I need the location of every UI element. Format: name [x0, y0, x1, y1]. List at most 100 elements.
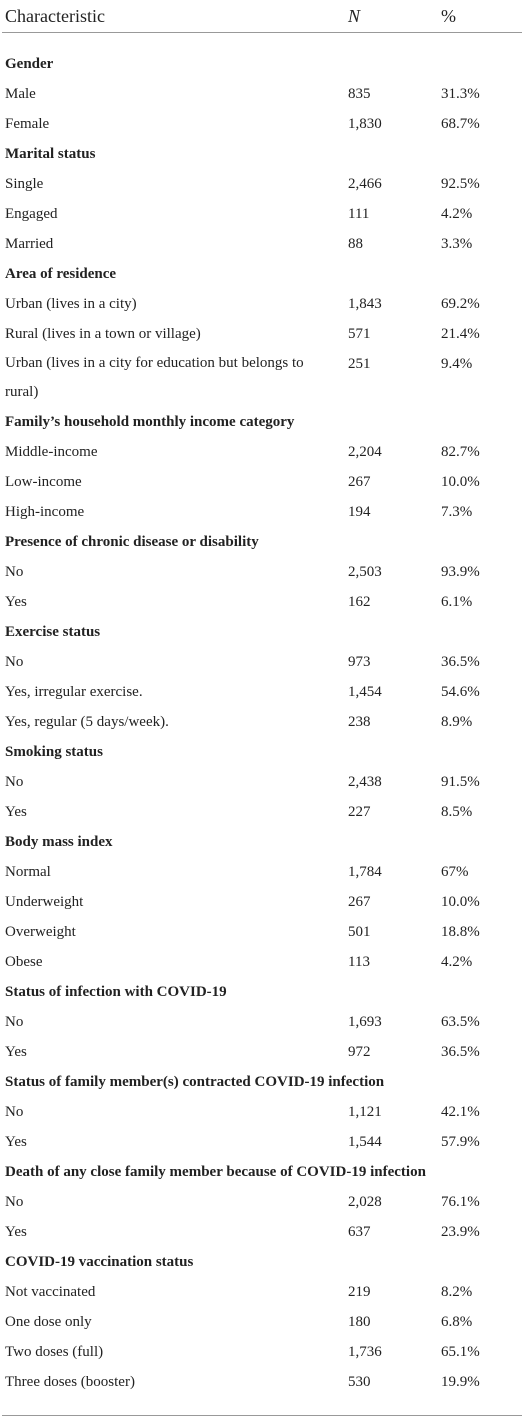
row-label: Low-income: [5, 474, 82, 490]
row-label: Obese: [5, 954, 43, 970]
group-row: Presence of chronic disease or disabilit…: [2, 527, 522, 557]
data-row: Not vaccinated 219 8.2%: [2, 1277, 522, 1307]
percent-cell: 63.5%: [441, 1014, 480, 1030]
percent-cell: 68.7%: [441, 116, 480, 132]
group-label: Presence of chronic disease or disabilit…: [5, 534, 259, 550]
group-label: Body mass index: [5, 834, 113, 850]
count-cell: 219: [348, 1284, 371, 1300]
percent-cell: 8.5%: [441, 804, 473, 820]
data-row: Two doses (full) 1,736 65.1%: [2, 1337, 522, 1367]
data-row: No 2,503 93.9%: [2, 557, 522, 587]
data-row: Yes 637 23.9%: [2, 1217, 522, 1247]
row-label: Overweight: [5, 924, 76, 940]
count-cell: 637: [348, 1224, 371, 1240]
row-label: Three doses (booster): [5, 1374, 135, 1390]
group-label: Smoking status: [5, 744, 103, 760]
row-label: Married: [5, 236, 54, 252]
row-label: Yes, irregular exercise.: [5, 684, 143, 700]
percent-cell: 76.1%: [441, 1194, 480, 1210]
row-label: Single: [5, 176, 44, 192]
percent-cell: 67%: [441, 864, 469, 880]
count-cell: 88: [348, 236, 363, 252]
group-label: Family’s household monthly income catego…: [5, 414, 295, 430]
count-cell: 267: [348, 474, 371, 490]
data-row: Urban (lives in a city) 1,843 69.2%: [2, 289, 522, 319]
group-label: Exercise status: [5, 624, 101, 640]
count-cell: 1,736: [348, 1344, 382, 1360]
percent-cell: 21.4%: [441, 326, 480, 342]
count-cell: 180: [348, 1314, 371, 1330]
group-label: Gender: [5, 56, 54, 72]
data-row: Yes 227 8.5%: [2, 797, 522, 827]
percent-cell: 69.2%: [441, 296, 480, 312]
group-row: Family’s household monthly income catego…: [2, 407, 522, 437]
header-row: Characteristic N %: [2, 0, 522, 33]
row-label: Two doses (full): [5, 1344, 104, 1360]
percent-cell: 4.2%: [441, 206, 473, 222]
row-label: High-income: [5, 504, 85, 520]
percent-cell: 8.2%: [441, 1284, 473, 1300]
percent-cell: 92.5%: [441, 176, 480, 192]
count-cell: 1,121: [348, 1104, 382, 1120]
row-label: No: [5, 774, 24, 790]
table-end: [2, 1397, 522, 1416]
data-row: Three doses (booster) 530 19.9%: [2, 1367, 522, 1397]
group-label: Status of infection with COVID-19: [5, 984, 227, 1000]
count-cell: 501: [348, 924, 371, 940]
percent-cell: 54.6%: [441, 684, 480, 700]
count-cell: 2,204: [348, 444, 382, 460]
group-label: Death of any close family member because…: [5, 1164, 426, 1180]
row-label: Rural (lives in a town or village): [5, 326, 201, 342]
data-row: Low-income 267 10.0%: [2, 467, 522, 497]
data-row: No 1,121 42.1%: [2, 1097, 522, 1127]
data-row: Male 835 31.3%: [2, 79, 522, 109]
row-label: Not vaccinated: [5, 1284, 96, 1300]
data-row: High-income 194 7.3%: [2, 497, 522, 527]
count-cell: 194: [348, 504, 371, 520]
count-cell: 1,544: [348, 1134, 382, 1150]
row-label: No: [5, 564, 24, 580]
group-row: Status of infection with COVID-19: [2, 977, 522, 1007]
percent-cell: 7.3%: [441, 504, 473, 520]
row-label: Engaged: [5, 206, 58, 222]
column-header: N: [345, 0, 438, 33]
percent-cell: 8.9%: [441, 714, 473, 730]
row-label: Female: [5, 116, 50, 132]
row-label: Yes: [5, 804, 27, 820]
row-label: Yes, regular (5 days/week).: [5, 714, 169, 730]
count-cell: 2,438: [348, 774, 382, 790]
row-label: No: [5, 1014, 24, 1030]
row-label: Yes: [5, 1224, 27, 1240]
row-label: No: [5, 1104, 24, 1120]
percent-cell: 42.1%: [441, 1104, 480, 1120]
group-row: Death of any close family member because…: [2, 1157, 522, 1187]
count-cell: 111: [348, 206, 370, 222]
percent-cell: 36.5%: [441, 654, 480, 670]
count-cell: 251: [348, 356, 371, 372]
percent-cell: 10.0%: [441, 894, 480, 910]
row-label: No: [5, 654, 24, 670]
percent-cell: 91.5%: [441, 774, 480, 790]
data-row: Engaged 111 4.2%: [2, 199, 522, 229]
row-label: Middle-income: [5, 444, 98, 460]
percent-cell: 3.3%: [441, 236, 473, 252]
percent-cell: 6.8%: [441, 1314, 473, 1330]
group-label: Marital status: [5, 146, 96, 162]
count-cell: 835: [348, 86, 371, 102]
column-header: Characteristic: [2, 0, 345, 33]
rule: [2, 1397, 522, 1416]
data-row: Middle-income 2,204 82.7%: [2, 437, 522, 467]
data-row: No 1,693 63.5%: [2, 1007, 522, 1037]
data-row: Yes, regular (5 days/week). 238 8.9%: [2, 707, 522, 737]
data-row: One dose only 180 6.8%: [2, 1307, 522, 1337]
data-row: Yes, irregular exercise. 1,454 54.6%: [2, 677, 522, 707]
percent-cell: 10.0%: [441, 474, 480, 490]
row-label: Yes: [5, 1134, 27, 1150]
data-row: No 2,438 91.5%: [2, 767, 522, 797]
group-row: COVID-19 vaccination status: [2, 1247, 522, 1277]
column-header: %: [438, 0, 522, 33]
percent-cell: 6.1%: [441, 594, 473, 610]
count-cell: 2,466: [348, 176, 382, 192]
row-label: Urban (lives in a city): [5, 296, 137, 312]
count-cell: 571: [348, 326, 371, 342]
